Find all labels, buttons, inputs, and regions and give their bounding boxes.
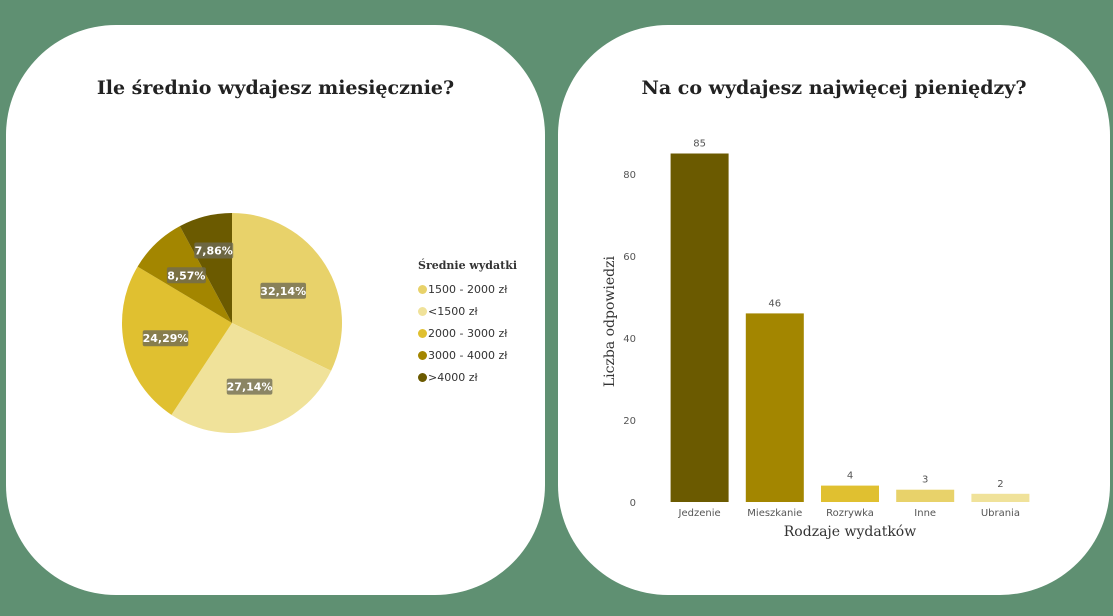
y-tick-label: 80 (623, 170, 636, 181)
legend-item[interactable]: 1500 - 2000 zł (418, 278, 517, 300)
legend-label: 2000 - 3000 zł (428, 326, 508, 340)
bar (971, 493, 1030, 502)
pie-legend: Średnie wydatki 1500 - 2000 zł <1500 zł 20… (418, 259, 517, 388)
pie-data-label: 7,86% (195, 244, 233, 257)
bar-value-label: 4 (847, 471, 853, 482)
legend-color-marker (418, 284, 427, 294)
legend-item[interactable]: <1500 zł (418, 300, 517, 322)
pie-slice (179, 213, 232, 323)
legend-item[interactable]: >4000 zł (418, 366, 517, 388)
legend-color-marker (418, 372, 427, 382)
pie-data-label-bg (142, 330, 189, 347)
legend-label: <1500 zł (428, 304, 478, 318)
x-tick-label: Mieszkanie (747, 508, 802, 519)
x-tick-label: Rozrywka (826, 508, 874, 519)
legend-color-marker (418, 306, 427, 316)
legend-label: >4000 zł (428, 370, 478, 384)
x-tick-label: Inne (914, 508, 936, 519)
legend-color-marker (418, 350, 427, 360)
pie-data-label: 32,14% (260, 285, 306, 298)
y-tick-label: 60 (623, 252, 636, 263)
bar-value-label: 46 (768, 298, 781, 309)
pie-data-label: 8,57% (167, 269, 205, 282)
y-tick-label: 40 (623, 334, 636, 345)
bar (821, 485, 879, 502)
pie-chart-title: Ile średnio wydajesz miesięcznie? (96, 77, 455, 99)
bar-chart: 0 20 40 60 80 85 Jedzenie 46 Mieszkanie 4 Rozrywka… (602, 139, 1030, 540)
x-tick-label: Jedzenie (678, 508, 721, 519)
pie-chart-card: Ile średnio wydajesz miesięcznie? 32,14%… (6, 25, 545, 595)
bar (670, 153, 729, 502)
pie-slice (171, 323, 332, 433)
legend-label: 3000 - 4000 zł (428, 348, 508, 362)
legend-title: Średnie wydatki (418, 259, 517, 272)
pie-data-label-bg (194, 242, 234, 259)
y-tick-label: 20 (623, 416, 636, 427)
x-tick-label: Ubrania (981, 508, 1020, 519)
legend-label: 1500 - 2000 zł (428, 282, 508, 296)
y-tick-label: 0 (630, 498, 636, 509)
x-axis-title: Rodzaje wydatków (784, 524, 916, 540)
legend-item[interactable]: 2000 - 3000 zł (418, 322, 517, 344)
bar-value-label: 2 (997, 479, 1003, 490)
pie-chart: 32,14% 27,14% 24,29% 8,57% 7,86% (121, 213, 342, 433)
pie-data-label-bg (226, 378, 273, 395)
legend-color-marker (418, 328, 427, 338)
bar (896, 489, 955, 502)
bar-value-label: 85 (693, 139, 706, 150)
bar-chart-card: Na co wydajesz najwięcej pieniędzy? 0 20 4… (558, 25, 1110, 595)
legend-item[interactable]: 3000 - 4000 zł (418, 344, 517, 366)
pie-data-label: 24,29% (143, 332, 189, 345)
bar (745, 313, 804, 502)
pie-data-label-bg (260, 282, 307, 299)
bar-chart-title: Na co wydajesz najwięcej pieniędzy? (641, 77, 1027, 99)
bar-value-label: 3 (922, 475, 928, 486)
pie-data-label-bg (166, 267, 206, 284)
pie-data-label: 27,14% (227, 381, 273, 394)
y-axis-title: Liczba odpowiedzi (602, 256, 618, 388)
